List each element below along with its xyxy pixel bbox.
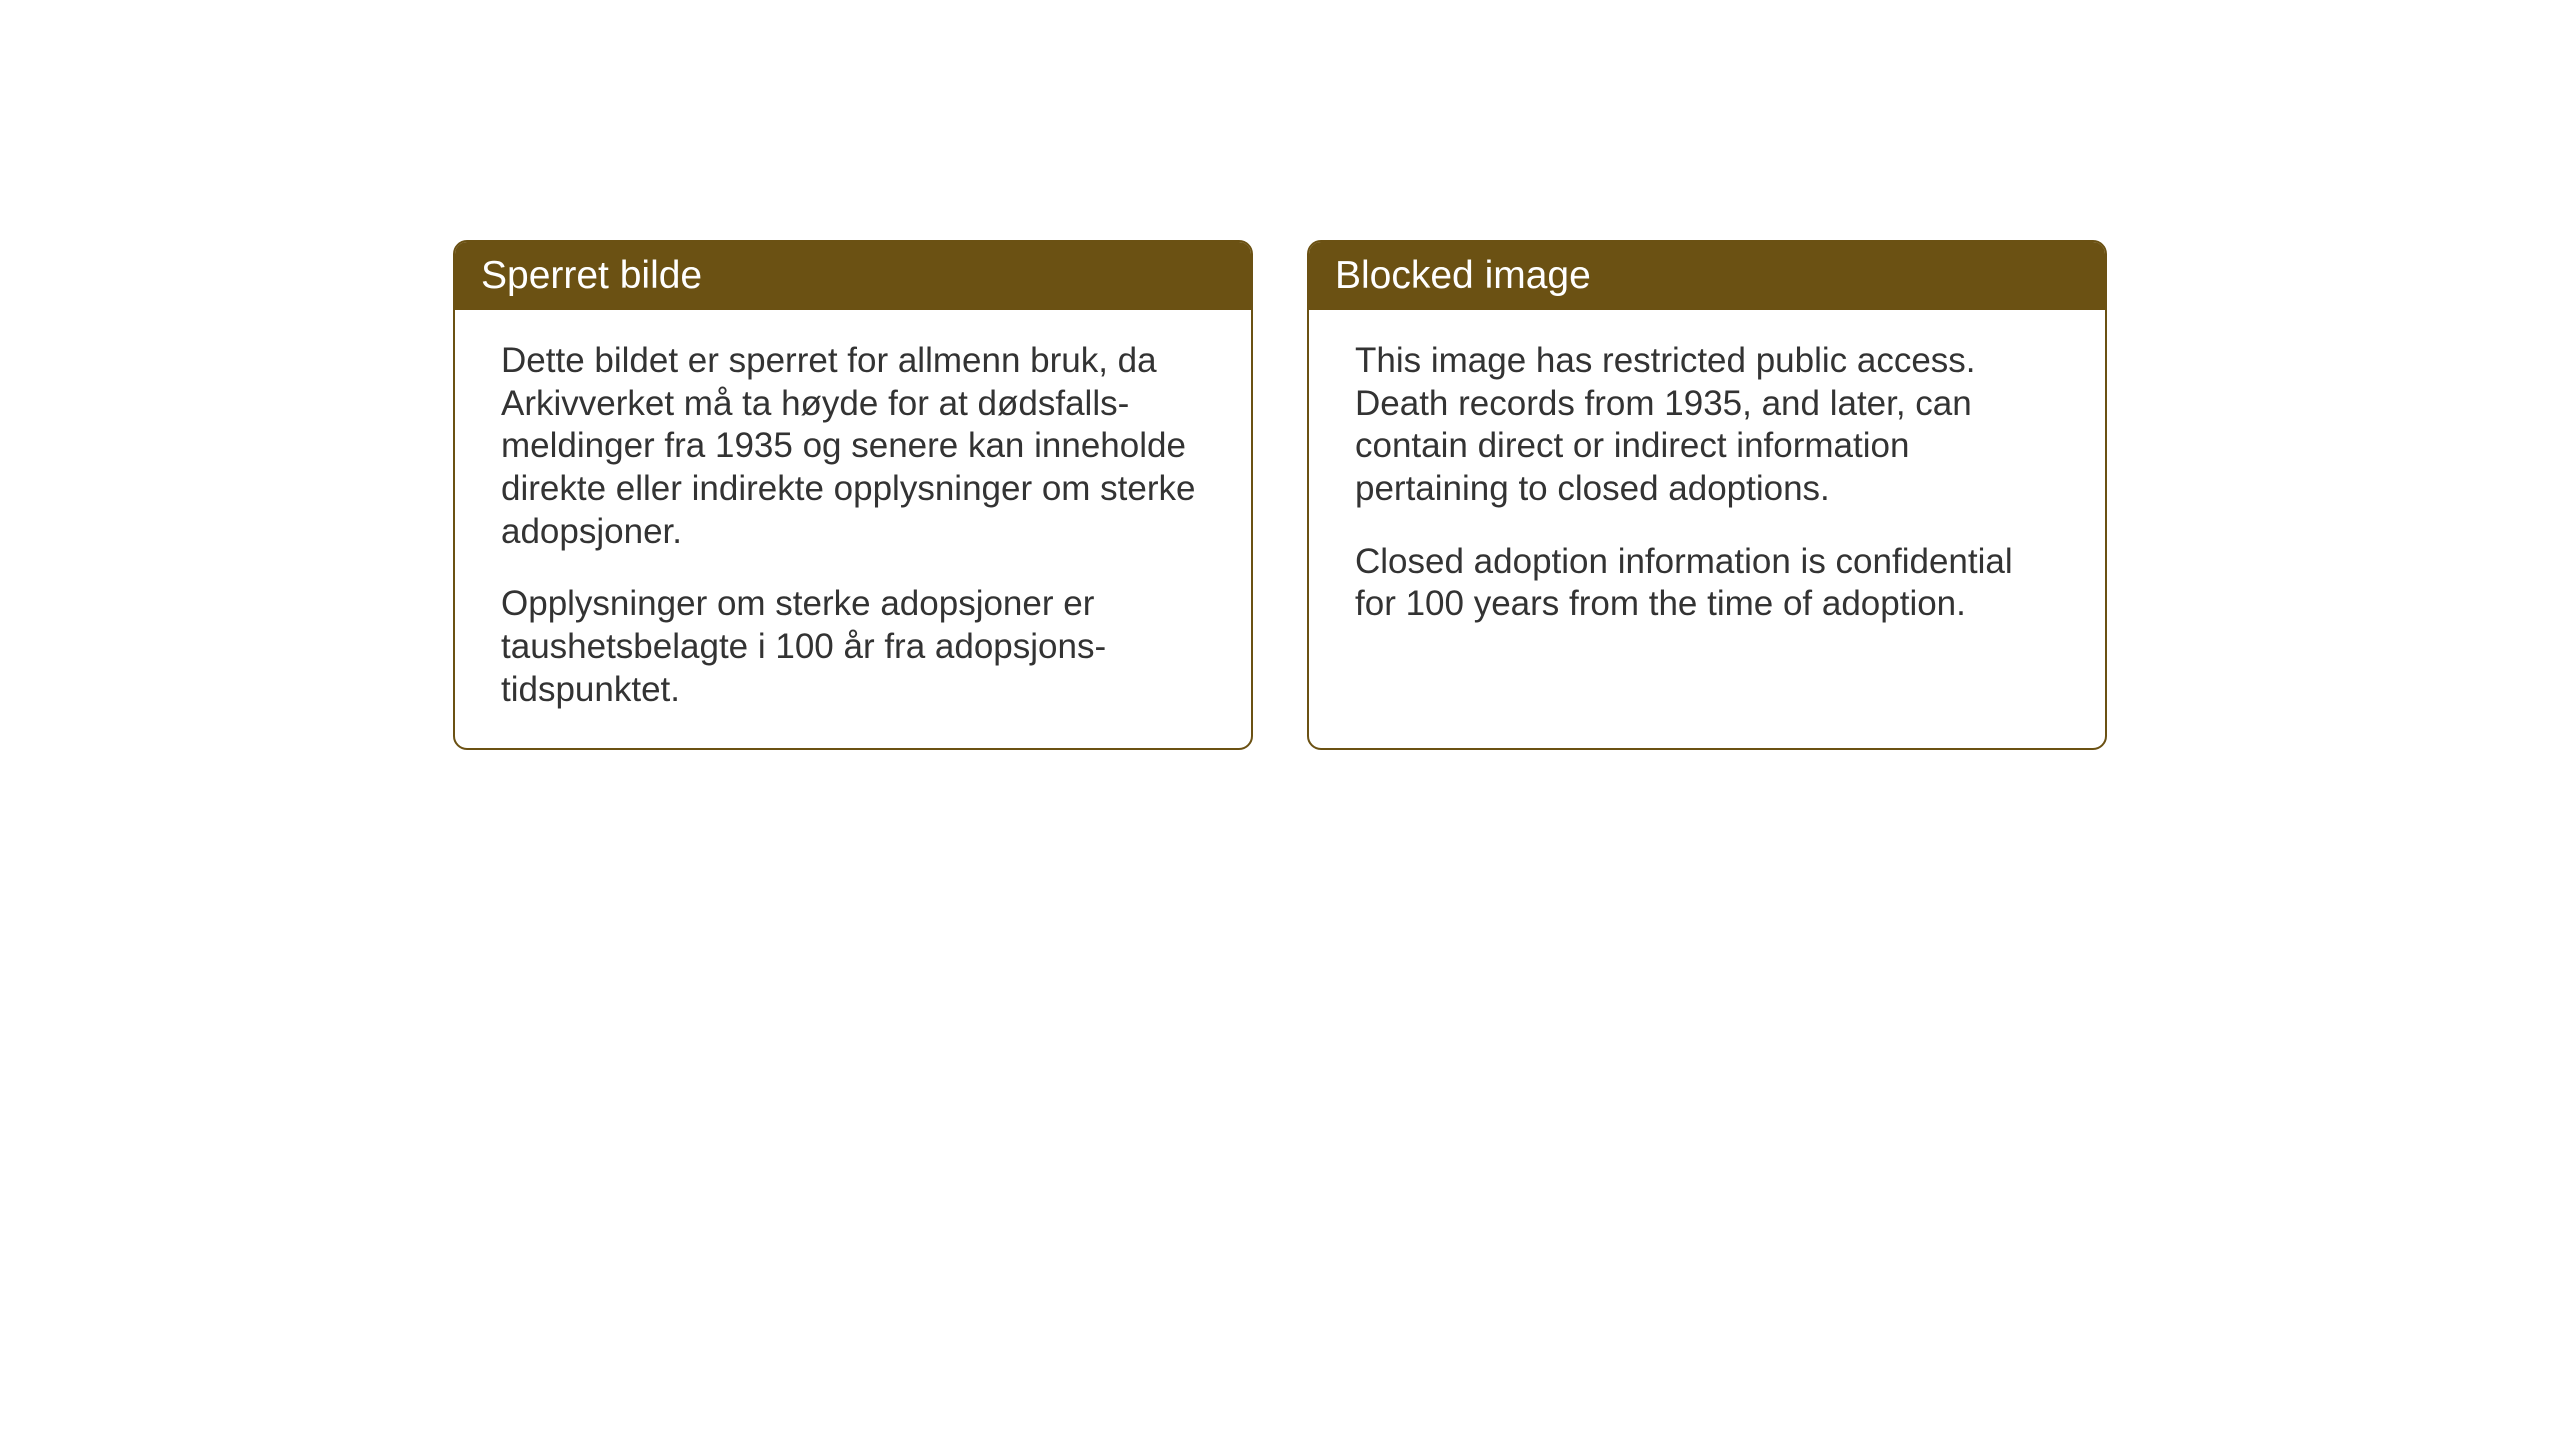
card-header-english: Blocked image (1309, 242, 2105, 310)
notice-card-norwegian: Sperret bilde Dette bildet er sperret fo… (453, 240, 1253, 750)
notice-cards-container: Sperret bilde Dette bildet er sperret fo… (453, 240, 2107, 750)
card-title: Sperret bilde (481, 254, 702, 297)
card-paragraph: This image has restricted public access.… (1355, 340, 2059, 511)
notice-card-english: Blocked image This image has restricted … (1307, 240, 2107, 750)
card-title: Blocked image (1335, 254, 1591, 297)
card-paragraph: Dette bildet er sperret for allmenn bruk… (501, 340, 1205, 553)
card-header-norwegian: Sperret bilde (455, 242, 1251, 310)
card-body-norwegian: Dette bildet er sperret for allmenn bruk… (455, 310, 1251, 748)
card-body-english: This image has restricted public access.… (1309, 310, 2105, 662)
card-paragraph: Opplysninger om sterke adopsjoner er tau… (501, 583, 1205, 711)
card-paragraph: Closed adoption information is confident… (1355, 541, 2059, 626)
